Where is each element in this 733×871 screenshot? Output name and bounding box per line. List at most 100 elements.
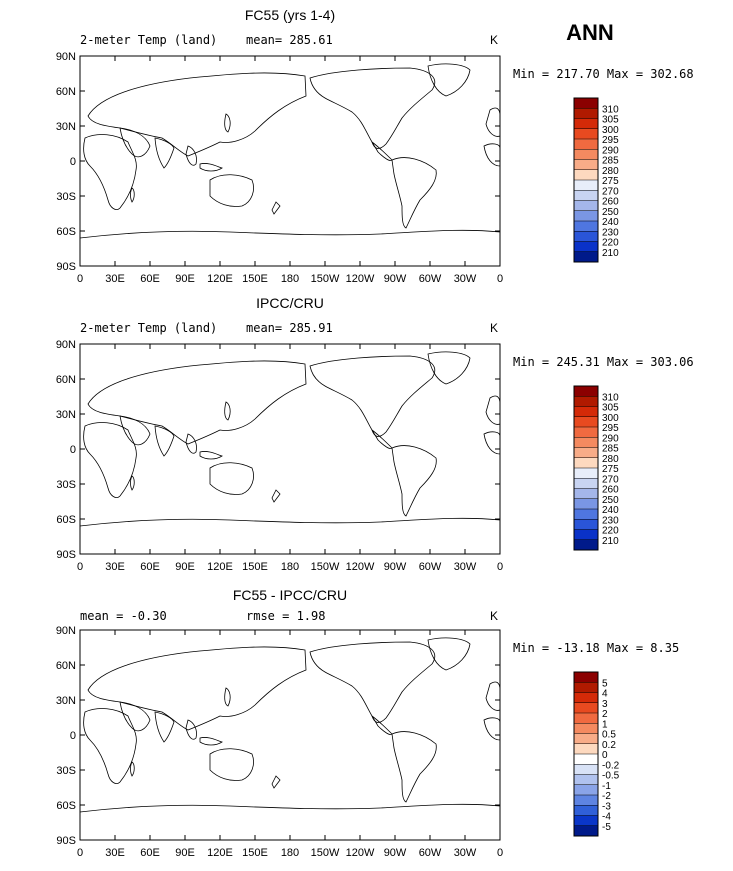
- panel-diff: FC55 - IPCC/CRU mean = -0.30 rmse = 1.98 K 0…: [56, 587, 679, 859]
- y-tick-label: 30S: [56, 765, 76, 777]
- colorbar-swatch: [574, 805, 598, 816]
- x-tick-label: 150E: [242, 561, 268, 573]
- x-tick-label: 30E: [105, 561, 125, 573]
- panel-center-label: mean= 285.91: [246, 321, 333, 335]
- x-tick-label: 30W: [454, 561, 477, 573]
- panel-title: IPCC/CRU: [256, 295, 324, 311]
- x-tick-label: 90E: [175, 561, 195, 573]
- y-tick-label: 90N: [56, 339, 76, 351]
- colorbar-swatch: [574, 529, 598, 541]
- panel-obs: IPCC/CRU 2-meter Temp (land) mean= 285.91 K…: [56, 295, 694, 573]
- x-tick-label: 120E: [207, 561, 233, 573]
- colorbar-label: 290: [602, 145, 619, 156]
- colorbar-label: 0.2: [602, 740, 616, 751]
- x-tick-label: 0: [77, 847, 83, 859]
- colorbar-label: -0.5: [602, 771, 620, 782]
- colorbar-label: 240: [602, 217, 619, 228]
- map-model: 0 30E 60E 90E 120E 150E 180 150W 120W 90W 60W 30W 09…: [56, 51, 503, 285]
- y-tick-label: 60N: [56, 660, 76, 672]
- panel-left-label: 2-meter Temp (land): [80, 33, 217, 47]
- colorbar-swatch: [574, 743, 598, 755]
- x-tick-label: 60W: [419, 561, 442, 573]
- colorbar-label: 310: [602, 392, 619, 403]
- panel-units-label: K: [490, 609, 498, 623]
- y-tick-label: 90N: [56, 625, 76, 637]
- colorbar-swatch: [574, 815, 598, 827]
- x-tick-label: 90W: [384, 273, 407, 285]
- colorbar-swatch: [574, 468, 598, 479]
- y-tick-label: 60S: [56, 514, 76, 526]
- y-tick-label: 0: [70, 156, 76, 168]
- colorbar-label: 220: [602, 238, 619, 249]
- x-tick-label: 180: [281, 561, 299, 573]
- colorbar-swatch: [574, 733, 598, 745]
- y-tick-label: 60S: [56, 226, 76, 238]
- map-diff: 0 30E 60E 90E 120E 150E 180 150W 120W 90W 60W 30W 09…: [56, 625, 503, 859]
- colorbar-swatch: [574, 478, 598, 489]
- colorbar-label: 1: [602, 719, 608, 730]
- colorbar-swatch: [574, 406, 598, 418]
- colorbar-swatch: [574, 210, 598, 222]
- colorbar-swatch: [574, 200, 598, 212]
- x-tick-label: 90E: [175, 273, 195, 285]
- colorbar-swatch: [574, 149, 598, 160]
- y-tick-label: 90S: [56, 261, 76, 273]
- y-tick-label: 30N: [56, 695, 76, 707]
- colorbar-swatch: [574, 180, 598, 191]
- x-tick-label: 180: [281, 273, 299, 285]
- x-tick-label: 0: [497, 847, 503, 859]
- colorbar-label: 295: [602, 423, 619, 434]
- colorbar-label: 4: [602, 689, 608, 700]
- colorbar-swatch: [574, 190, 598, 201]
- colorbar-label: -0.2: [602, 760, 620, 771]
- colorbar-label: 2: [602, 709, 608, 720]
- colorbar-swatch: [574, 498, 598, 510]
- map-obs: 0 30E 60E 90E 120E 150E 180 150W 120W 90W 60W 30W 09…: [56, 339, 503, 573]
- colorbar-label: 220: [602, 526, 619, 537]
- colorbar-label: -5: [602, 822, 611, 833]
- y-tick-label: 30S: [56, 479, 76, 491]
- colorbar-swatch: [574, 98, 598, 109]
- colorbar-label: 300: [602, 413, 619, 424]
- y-tick-label: 30N: [56, 121, 76, 133]
- y-tick-label: 0: [70, 444, 76, 456]
- colorbar-swatch: [574, 754, 598, 765]
- x-tick-label: 120E: [207, 273, 233, 285]
- y-tick-label: 60N: [56, 374, 76, 386]
- y-tick-label: 30S: [56, 191, 76, 203]
- x-tick-label: 30E: [105, 847, 125, 859]
- colorbar-swatch: [574, 437, 598, 448]
- colorbar-label: 285: [602, 444, 619, 455]
- colorbar: 3103053002952902852802752702602502402302…: [573, 385, 619, 551]
- min-max-label: Min = 217.70 Max = 302.68: [513, 67, 694, 81]
- min-max-label: Min = 245.31 Max = 303.06: [513, 355, 694, 369]
- colorbar-swatch: [574, 692, 598, 704]
- colorbar-label: 295: [602, 135, 619, 146]
- panel-left-label: 2-meter Temp (land): [80, 321, 217, 335]
- colorbar-swatch: [574, 825, 598, 837]
- ocean-background: [80, 344, 500, 554]
- colorbar-label: 285: [602, 156, 619, 167]
- colorbar-swatch: [574, 396, 598, 407]
- y-tick-label: 0: [70, 730, 76, 742]
- x-tick-label: 150W: [311, 273, 340, 285]
- colorbar-label: 250: [602, 495, 619, 506]
- colorbar-label: 275: [602, 464, 619, 475]
- panel-center-label: mean= 285.61: [246, 33, 333, 47]
- colorbar-label: 230: [602, 515, 619, 526]
- x-tick-label: 30W: [454, 847, 477, 859]
- x-tick-label: 150E: [242, 847, 268, 859]
- colorbar-swatch: [574, 128, 598, 140]
- x-tick-label: 30W: [454, 273, 477, 285]
- panel-model: FC55 (yrs 1-4) 2-meter Temp (land) mean= 2…: [56, 7, 694, 285]
- x-tick-label: 150E: [242, 273, 268, 285]
- y-tick-label: 90S: [56, 549, 76, 561]
- x-tick-label: 60E: [140, 273, 160, 285]
- colorbar-swatch: [574, 108, 598, 119]
- colorbar-swatch: [574, 795, 598, 806]
- x-tick-label: 150W: [311, 561, 340, 573]
- colorbar-label: -2: [602, 791, 611, 802]
- colorbar-swatch: [574, 139, 598, 150]
- colorbar-swatch: [574, 159, 598, 171]
- x-tick-label: 120W: [346, 561, 375, 573]
